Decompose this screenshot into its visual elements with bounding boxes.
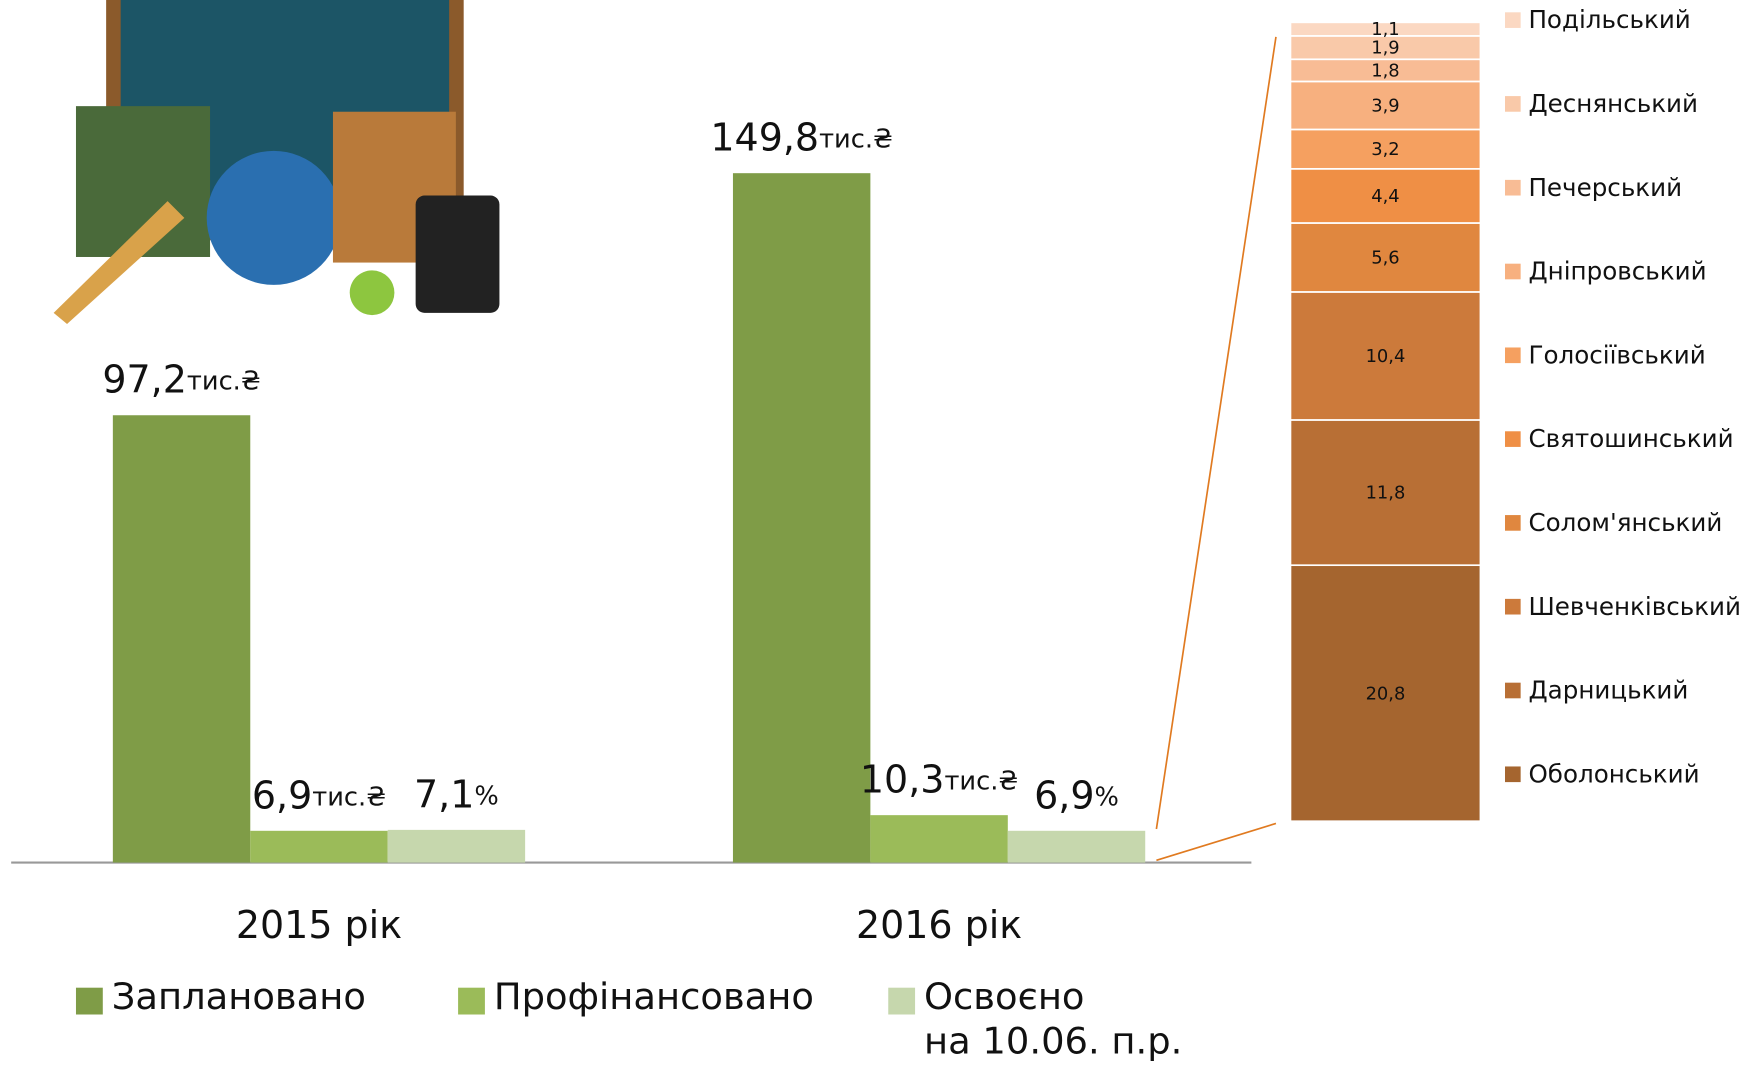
- segment: [1289, 80, 1482, 131]
- bar: [250, 830, 388, 863]
- segment-label: 3,2: [1371, 139, 1399, 160]
- legend-swatch: [1505, 347, 1521, 364]
- bar: [112, 415, 251, 863]
- legend-label: Шевченківський: [1528, 592, 1741, 621]
- legend-label: Оболонський: [1528, 759, 1699, 788]
- legend-swatch: [1505, 598, 1521, 615]
- legend-swatch: [1505, 12, 1521, 28]
- segment-label: 10,4: [1366, 346, 1406, 367]
- value-label: 10,3тис.₴: [860, 757, 1018, 801]
- segment-label: 4,4: [1371, 186, 1399, 207]
- legend-swatch: [1505, 96, 1521, 112]
- legend-swatch: [888, 987, 916, 1015]
- legend-label: Святошинський: [1528, 424, 1733, 453]
- x-tick-label: 2015 рік: [236, 903, 402, 947]
- legend-label: Освоєно на 10.06. п.р.: [924, 974, 1183, 1063]
- bar: [732, 173, 871, 863]
- segment: [1289, 222, 1482, 293]
- segment: [1289, 128, 1482, 170]
- legend-swatch: [1505, 682, 1521, 699]
- legend-label: Печерський: [1528, 173, 1682, 202]
- connector: [1156, 822, 1277, 862]
- legend-swatch: [1505, 515, 1521, 531]
- legend-label: Подільський: [1528, 5, 1690, 34]
- legend-swatch: [1505, 431, 1521, 447]
- bar: [1007, 830, 1146, 863]
- segment-label: 5,6: [1371, 248, 1399, 269]
- bar: [387, 829, 526, 863]
- legend-label: Профінансовано: [493, 974, 814, 1018]
- value-label: 6,9%: [1034, 773, 1119, 817]
- bar: [870, 815, 1008, 863]
- legend-swatch: [1505, 179, 1521, 196]
- legend-swatch: [75, 987, 103, 1015]
- legend-swatch: [1505, 766, 1521, 783]
- segment-label: 1,9: [1371, 38, 1399, 59]
- legend-swatch: [458, 987, 485, 1015]
- x-tick-label: 2016 рік: [856, 903, 1022, 947]
- legend-label: Заплановано: [111, 974, 366, 1018]
- legend-swatch: [1505, 263, 1521, 280]
- segment-label: 1,1: [1371, 19, 1399, 40]
- legend-label: Солом'янський: [1528, 508, 1722, 537]
- connector: [1155, 36, 1277, 830]
- value-label: 7,1%: [414, 772, 499, 816]
- segment-label: 11,8: [1366, 483, 1406, 504]
- value-label: 97,2тис.₴: [102, 357, 260, 401]
- legend-label: Дніпровський: [1528, 257, 1706, 286]
- segment: [1289, 419, 1482, 567]
- legend-label: Деснянський: [1528, 89, 1698, 118]
- segment-label: 20,8: [1366, 683, 1406, 704]
- school-illustration: [53, 0, 500, 325]
- segment-label: 3,9: [1371, 96, 1399, 117]
- segment: [1289, 291, 1482, 421]
- segment: [1289, 167, 1482, 224]
- value-label: 149,8тис.₴: [710, 115, 893, 159]
- value-label: 6,9тис.₴: [252, 773, 386, 817]
- segment: [1289, 21, 1482, 37]
- segment: [1289, 564, 1482, 823]
- legend-label: Голосіївський: [1528, 340, 1705, 369]
- segment-label: 1,8: [1371, 60, 1399, 81]
- legend-label: Дарницький: [1528, 676, 1688, 705]
